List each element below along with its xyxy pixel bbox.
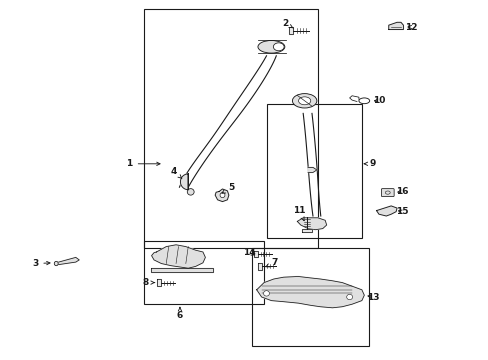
Text: 3: 3 <box>32 259 50 268</box>
Polygon shape <box>150 268 212 272</box>
Text: 4: 4 <box>170 166 182 179</box>
Polygon shape <box>302 229 311 232</box>
Polygon shape <box>215 189 228 202</box>
Text: 5: 5 <box>222 184 234 193</box>
Text: 2: 2 <box>282 19 293 28</box>
Ellipse shape <box>292 94 316 108</box>
Text: 10: 10 <box>372 96 385 105</box>
Ellipse shape <box>263 291 269 296</box>
Ellipse shape <box>273 43 284 51</box>
FancyBboxPatch shape <box>381 189 393 197</box>
Polygon shape <box>288 27 293 34</box>
Ellipse shape <box>54 261 58 266</box>
Text: 14: 14 <box>243 248 255 257</box>
Bar <box>251 248 368 346</box>
Polygon shape <box>59 257 79 265</box>
Text: 12: 12 <box>405 22 417 31</box>
Text: 15: 15 <box>395 207 407 216</box>
Polygon shape <box>253 251 257 257</box>
Text: 8: 8 <box>142 278 154 287</box>
Text: 1: 1 <box>126 159 160 168</box>
Text: 13: 13 <box>366 292 379 302</box>
Text: 6: 6 <box>177 307 183 320</box>
Ellipse shape <box>258 40 284 53</box>
Ellipse shape <box>346 294 352 300</box>
Polygon shape <box>151 245 205 268</box>
Ellipse shape <box>187 189 194 195</box>
Polygon shape <box>180 174 188 190</box>
Bar <box>266 104 361 238</box>
Text: 9: 9 <box>364 159 376 168</box>
Polygon shape <box>157 279 161 286</box>
Bar <box>144 9 317 248</box>
Polygon shape <box>376 206 396 216</box>
Bar <box>144 241 264 304</box>
Text: 11: 11 <box>292 206 305 221</box>
Polygon shape <box>297 218 326 230</box>
Ellipse shape <box>298 97 310 105</box>
Text: 7: 7 <box>265 258 278 267</box>
Ellipse shape <box>220 193 224 198</box>
Polygon shape <box>257 263 261 270</box>
Polygon shape <box>388 22 403 30</box>
Polygon shape <box>256 276 364 308</box>
Polygon shape <box>307 167 316 172</box>
Text: 16: 16 <box>395 187 407 196</box>
